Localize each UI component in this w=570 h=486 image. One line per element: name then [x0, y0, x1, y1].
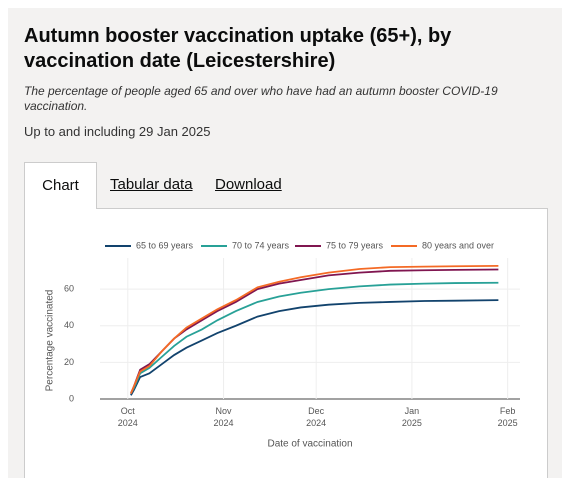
- x-tick-label: Oct 2024: [118, 406, 138, 428]
- title: Autumn booster vaccination uptake (65+),…: [24, 25, 452, 72]
- chart-panel: [24, 208, 548, 478]
- tab[interactable]: Download: [215, 176, 282, 193]
- y-tick-label: 40: [64, 320, 74, 330]
- y-axis-title: Percentage vaccinated: [45, 290, 56, 392]
- y-tick-label: 60: [64, 284, 74, 294]
- x-tick-label: Dec 2024: [306, 406, 326, 428]
- legend-label: 70 to 74 years: [232, 240, 290, 250]
- legend-label: 75 to 79 years: [326, 240, 384, 250]
- series-line: [130, 281, 499, 394]
- legend-label: 80 years and over: [422, 240, 494, 250]
- date-note: Up to and including 29 Jan 2025: [24, 124, 211, 139]
- x-tick-label: Feb 2025: [498, 406, 518, 428]
- x-axis-title: Date of vaccination: [267, 439, 352, 450]
- tab[interactable]: Tabular data: [110, 176, 193, 193]
- series-line: [130, 268, 499, 394]
- legend-label: 65 to 69 years: [136, 240, 194, 250]
- y-tick-label: 20: [64, 357, 74, 367]
- description: The percentage of people aged 65 and ove…: [24, 84, 498, 113]
- tab[interactable]: Chart: [24, 162, 97, 209]
- x-tick-label: Nov 2024: [214, 406, 234, 428]
- x-tick-label: Jan 2025: [402, 406, 422, 428]
- y-tick-label: 0: [69, 393, 74, 403]
- series-line: [130, 299, 499, 396]
- series-line: [130, 264, 499, 394]
